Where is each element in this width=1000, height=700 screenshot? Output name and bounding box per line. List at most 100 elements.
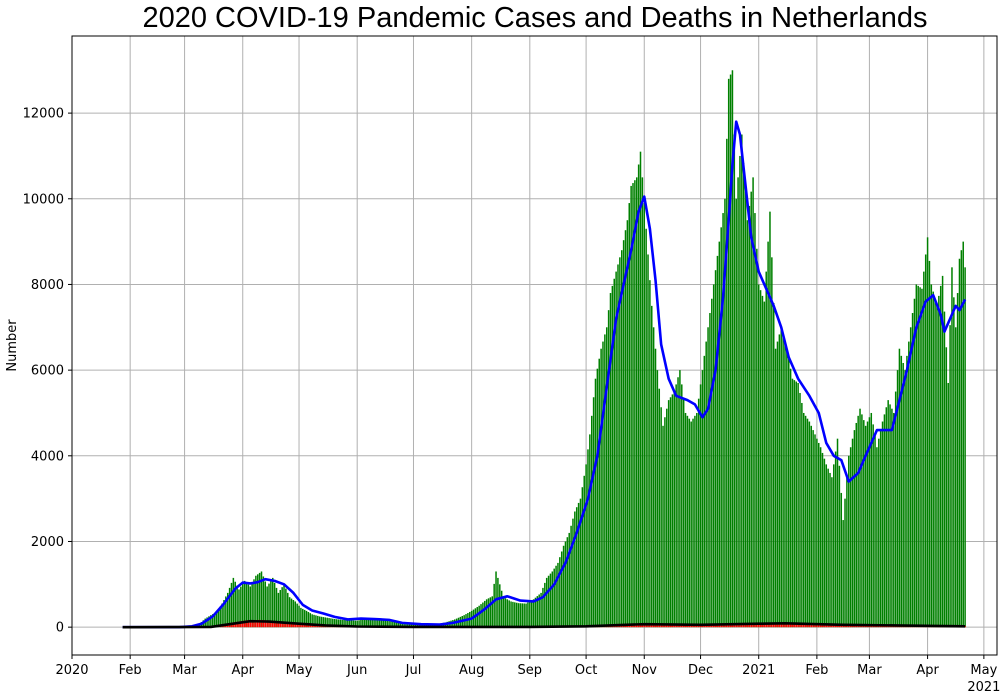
bar-mark: [780, 327, 782, 628]
bar-mark: [936, 305, 938, 628]
series-line: [122, 619, 966, 629]
bar-mark: [682, 398, 685, 628]
bar-mark: [322, 617, 325, 628]
bar-mark: [915, 284, 918, 628]
bar-mark: [763, 623, 766, 628]
bar-mark: [761, 295, 764, 628]
bar-mark: [275, 587, 278, 628]
bar-mark: [560, 551, 563, 628]
bar-mark: [793, 623, 796, 628]
bar-mark: [555, 565, 557, 628]
bar-mark: [772, 623, 775, 628]
bar-mark: [923, 271, 925, 628]
x-tick-label: Jun: [346, 663, 367, 678]
bar-mark: [547, 575, 550, 628]
bar-mark: [810, 623, 812, 628]
bar-mark: [821, 452, 824, 628]
bar-mark: [735, 198, 737, 628]
bar-mark: [213, 613, 216, 628]
bar-mark: [784, 622, 786, 628]
bar-mark: [356, 620, 358, 628]
bar-mark: [247, 584, 250, 628]
bar-mark: [318, 616, 321, 628]
bar-mark: [311, 624, 313, 628]
bar-mark: [553, 568, 555, 628]
bar-mark: [699, 384, 702, 628]
bar-mark: [776, 341, 779, 628]
bar-mark: [527, 602, 529, 628]
bar-mark: [647, 254, 649, 628]
bar-mark: [264, 620, 267, 628]
bar-mark: [243, 620, 246, 628]
bar-mark: [399, 622, 402, 628]
bar-mark: [268, 583, 270, 628]
bar-mark: [898, 348, 901, 628]
bar-mark: [941, 275, 944, 628]
bar-mark: [397, 622, 400, 628]
bar-mark: [574, 511, 576, 628]
bar-mark: [637, 164, 640, 628]
bar-mark: [241, 620, 244, 628]
bar-mark: [581, 487, 584, 628]
bar-mark: [210, 615, 212, 628]
bar-mark: [287, 622, 289, 628]
bar-mark: [311, 614, 313, 628]
bar-mark: [596, 368, 599, 628]
bar-mark: [757, 284, 760, 628]
bar-mark: [223, 600, 225, 628]
bar-mark: [523, 603, 525, 628]
bar-mark: [639, 151, 642, 628]
x-tick-label: 2020: [55, 663, 88, 678]
bar-mark: [767, 241, 769, 628]
bar-mark: [720, 227, 722, 628]
y-tick-label: 6000: [31, 364, 64, 379]
bar-mark: [962, 241, 964, 628]
bar-mark: [617, 264, 619, 628]
bar-mark: [778, 334, 781, 628]
bar-mark: [643, 203, 646, 628]
bar-mark: [605, 327, 608, 628]
bar-mark: [215, 612, 218, 628]
bar-mark: [742, 163, 745, 628]
bar-mark: [337, 619, 340, 628]
bar-mark: [536, 596, 539, 628]
bar-mark: [778, 622, 781, 628]
series-line: [122, 120, 967, 629]
bar-mark: [752, 177, 754, 628]
bar-mark: [669, 397, 672, 628]
bar-mark: [272, 577, 274, 628]
bar-mark: [564, 541, 567, 628]
bar-mark: [270, 580, 272, 628]
bar-mark: [294, 623, 297, 628]
bar-mark: [390, 621, 392, 628]
bar-mark: [776, 622, 779, 628]
bar-mark: [285, 622, 287, 628]
bar-mark: [517, 603, 520, 628]
bar-mark: [275, 621, 278, 628]
bar-mark: [752, 623, 754, 628]
bar-mark: [660, 407, 662, 628]
bar-mark: [705, 341, 707, 628]
bar-mark: [707, 327, 709, 628]
bar-mark: [493, 583, 495, 628]
bar-mark: [829, 624, 831, 628]
bar-mark: [549, 573, 552, 628]
bar-mark: [500, 590, 503, 628]
bar-mark: [285, 588, 287, 628]
bar-mark: [894, 391, 897, 628]
bar-mark: [675, 384, 677, 628]
bar-mark: [791, 623, 794, 628]
bar-mark: [292, 600, 295, 628]
bar-mark: [302, 624, 304, 628]
bar-mark: [795, 623, 797, 628]
bar-mark: [878, 438, 880, 628]
bar-mark: [772, 303, 775, 628]
bar-mark: [515, 602, 518, 628]
bar-mark: [255, 619, 257, 628]
bar-mark: [939, 285, 942, 628]
bar-mark: [622, 240, 625, 628]
bar-mark: [876, 447, 878, 628]
bar-mark: [754, 213, 756, 628]
bar-mark: [307, 612, 310, 628]
bar-mark: [924, 254, 927, 628]
